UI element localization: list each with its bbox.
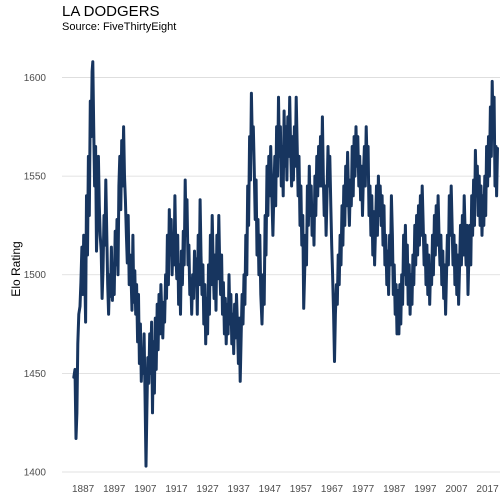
x-tick-label: 1887 — [72, 484, 95, 495]
x-tick-label: 1937 — [228, 484, 251, 495]
y-tick-labels: 1400 1450 1500 1550 1600 — [24, 73, 47, 479]
y-tick-label: 1450 — [24, 369, 47, 380]
x-tick-label: 1957 — [290, 484, 313, 495]
y-tick-label: 1400 — [24, 468, 47, 479]
chart-title: LA DODGERS — [62, 3, 160, 20]
x-tick-label: 2007 — [445, 484, 468, 495]
x-tick-label: 1997 — [414, 484, 437, 495]
x-tick-label: 1897 — [103, 484, 126, 495]
x-tick-label: 1907 — [134, 484, 157, 495]
elo-rating-line — [72, 60, 499, 468]
x-tick-label: 1917 — [165, 484, 188, 495]
chart-subtitle: Source: FiveThirtyEight — [62, 21, 177, 33]
x-tick-label: 1947 — [259, 484, 282, 495]
x-tick-label: 1927 — [196, 484, 219, 495]
x-tick-label: 2017 — [476, 484, 499, 495]
x-tick-label: 1987 — [383, 484, 406, 495]
series-layer — [72, 60, 499, 468]
x-tick-label: 1977 — [352, 484, 375, 495]
x-tick-labels: 1887 1897 1907 1917 1927 1937 1947 1957 1967 1977… — [72, 484, 499, 495]
y-tick-label: 1600 — [24, 73, 47, 84]
y-tick-label: 1500 — [24, 270, 47, 281]
x-tick-label: 1967 — [321, 484, 344, 495]
y-tick-label: 1550 — [24, 172, 47, 183]
